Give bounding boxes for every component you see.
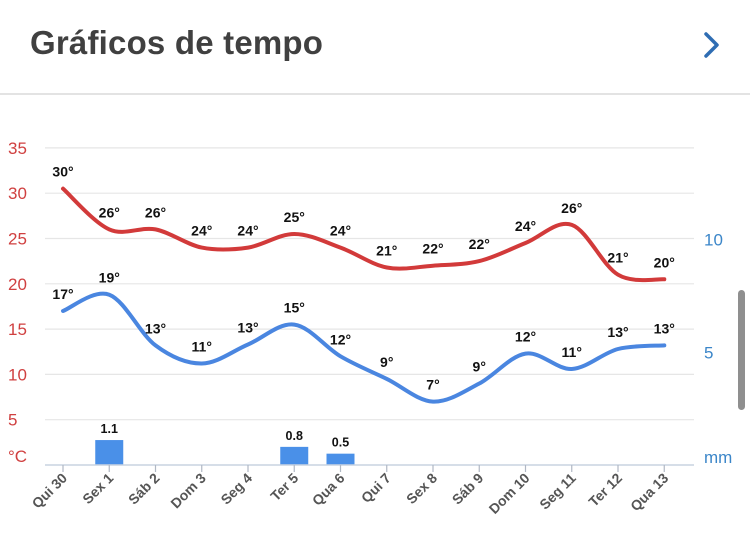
max-temp-label: 22°	[469, 236, 490, 252]
x-tick-label: Qui 30	[29, 470, 71, 512]
x-tick-label: Seg 11	[536, 470, 579, 513]
data-labels: 30° 26° 26° 24° 24° 25° 24° 21° 22° 22° 24° 26° 21° 2…	[52, 164, 674, 450]
precipitation-bars	[95, 440, 355, 465]
max-temp-label: 26°	[145, 204, 166, 220]
x-tick-label: Sáb 2	[125, 470, 163, 508]
precipitation-bar	[280, 446, 309, 465]
max-temp-label: 26°	[99, 204, 120, 220]
y-tick-label: 10	[8, 365, 27, 384]
x-tick-label: Dom 3	[167, 470, 209, 512]
x-tick-label: Sáb 9	[449, 470, 487, 508]
chevron-right-icon[interactable]	[700, 30, 724, 60]
chart-grid	[45, 147, 694, 421]
min-temp-label: 17°	[52, 286, 73, 302]
precipitation-label: 0.5	[332, 436, 349, 450]
max-temp-label: 20°	[654, 254, 675, 270]
y-axis-unit: °C	[8, 447, 27, 466]
x-tick-label: Ter 12	[585, 470, 625, 510]
min-temp-label: 13°	[607, 324, 628, 340]
min-temp-label: 11°	[192, 339, 212, 355]
max-temp-label: 30°	[52, 164, 73, 180]
min-temp-label: 7°	[426, 377, 439, 393]
y-tick-label: 15	[8, 320, 27, 339]
min-temp-label: 11°	[562, 344, 582, 360]
x-tick-label: Qua 6	[309, 470, 348, 509]
y-tick-label: 25	[8, 230, 27, 249]
precipitation-label: 1.1	[101, 422, 118, 436]
y2-tick-label: 5	[704, 344, 713, 363]
max-temperature-line	[61, 186, 667, 283]
min-temperature-line	[61, 291, 667, 404]
max-temp-label: 21°	[376, 242, 397, 258]
min-temp-label: 9°	[473, 358, 486, 374]
min-temp-label: 12°	[330, 331, 351, 347]
precipitation-bar	[326, 453, 355, 465]
x-tick-label: Qui 7	[358, 470, 394, 506]
header: Gráficos de tempo	[0, 0, 750, 95]
max-temp-label: 24°	[191, 223, 212, 239]
min-temp-label: 13°	[654, 320, 675, 336]
y-tick-label: 30	[8, 184, 27, 203]
max-temp-label: 22°	[422, 241, 443, 257]
x-tick-label: Seg 4	[217, 470, 255, 508]
min-temp-label: 13°	[145, 320, 166, 336]
precipitation-label: 0.8	[286, 429, 303, 443]
x-tick-label: Ter 5	[267, 470, 301, 504]
min-temp-label: 12°	[515, 329, 536, 345]
precipitation-bar	[95, 440, 124, 465]
x-tick-label: Qua 13	[627, 470, 671, 514]
y2-axis-unit: mm	[704, 448, 732, 467]
y-tick-label: 35	[8, 139, 27, 158]
page-title: Gráficos de tempo	[30, 24, 324, 61]
scrollbar[interactable]	[738, 290, 745, 410]
x-tick-label: Dom 10	[486, 470, 533, 517]
y-tick-label: 5	[8, 411, 17, 430]
min-temp-label: 15°	[284, 300, 305, 316]
max-temp-label: 24°	[515, 218, 536, 234]
min-temp-label: 13°	[237, 320, 258, 336]
min-temp-label: 9°	[380, 354, 393, 370]
weather-chart: 30° 26° 26° 24° 24° 25° 24° 21° 22° 22° 24° 26° 21° 2…	[8, 139, 732, 517]
y2-tick-label: 10	[704, 230, 723, 249]
max-temp-label: 25°	[284, 209, 305, 225]
max-temp-label: 24°	[330, 223, 351, 239]
max-temp-label: 21°	[607, 250, 628, 266]
max-temp-label: 26°	[561, 200, 582, 216]
y-tick-label: 20	[8, 275, 27, 294]
max-temp-label: 24°	[237, 223, 258, 239]
min-temp-label: 19°	[99, 270, 120, 286]
x-tick-label: Sex 8	[403, 470, 440, 507]
x-tick-label: Sex 1	[79, 470, 116, 507]
